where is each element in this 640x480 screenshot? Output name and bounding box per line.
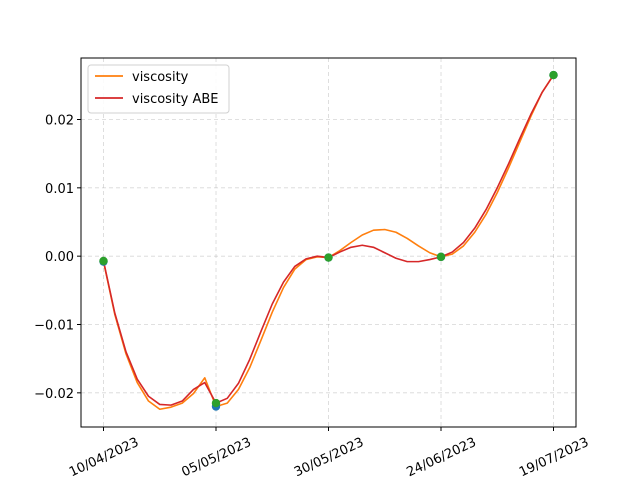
x-tick-label: 10/04/2023 — [67, 435, 141, 480]
legend: viscosity viscosity ABE — [87, 64, 230, 114]
y-tick-label: 0.02 — [45, 114, 74, 129]
data-point-1 — [436, 252, 446, 262]
legend-box — [87, 64, 230, 114]
x-tick-label: 05/05/2023 — [179, 435, 253, 480]
x-axis: 10/04/2023 05/05/2023 30/05/2023 24/06/2023… — [67, 427, 591, 480]
markers — [99, 70, 558, 411]
y-tick-label: −0.01 — [34, 319, 74, 334]
data-point-1 — [549, 70, 558, 80]
x-tick-label: 19/07/2023 — [517, 435, 591, 480]
data-point-1 — [324, 253, 333, 262]
y-axis: −0.02 −0.01 0.00 0.01 0.02 — [34, 114, 81, 402]
y-tick-label: 0.01 — [45, 182, 74, 197]
x-tick-label: 30/05/2023 — [292, 435, 366, 480]
y-tick-label: −0.02 — [34, 387, 74, 402]
data-point-1 — [99, 256, 108, 266]
legend-label-viscosity-abe: viscosity ABE — [132, 92, 219, 107]
x-tick-label: 24/06/2023 — [404, 435, 478, 480]
y-tick-label: 0.00 — [45, 250, 74, 265]
data-point-1 — [211, 398, 221, 408]
legend-label-viscosity: viscosity — [132, 70, 189, 85]
